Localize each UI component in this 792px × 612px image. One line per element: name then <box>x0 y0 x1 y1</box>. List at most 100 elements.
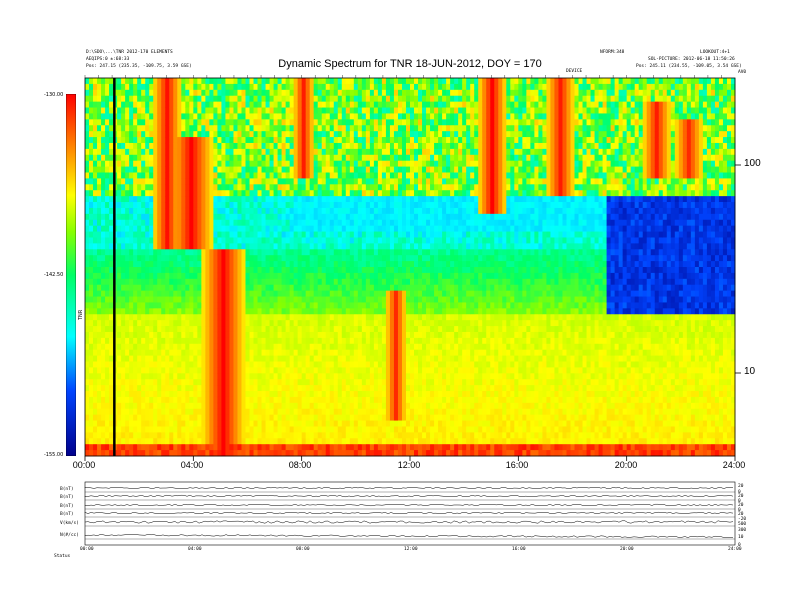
spectrogram-cell <box>301 196 307 203</box>
spectrogram-cell <box>237 83 242 91</box>
spectrogram-cell <box>125 243 130 250</box>
spectrogram-cell <box>369 349 375 356</box>
spectrogram-cell <box>217 137 222 144</box>
spectrogram-cell <box>181 426 186 433</box>
spectrogram-cell <box>285 154 291 162</box>
spectrogram-cell <box>97 302 102 309</box>
spectrogram-cell <box>377 414 383 421</box>
spectrogram-cell <box>249 131 254 138</box>
spectrogram-cell <box>209 379 214 386</box>
spectrogram-cell <box>193 296 198 303</box>
spectrogram-cell <box>361 296 367 303</box>
spectrogram-cell <box>297 278 303 286</box>
spectrogram-cell <box>153 414 158 421</box>
spectrogram-cell <box>389 225 395 232</box>
spectrogram-cell <box>329 237 335 244</box>
spectrogram-cell <box>165 89 170 97</box>
spectrogram-cell <box>125 119 130 126</box>
spectrogram-cell <box>345 78 351 85</box>
spectrogram-cell <box>353 78 359 85</box>
spectrogram-cell <box>217 113 222 120</box>
spectrogram-cell <box>101 137 106 144</box>
spectrogram-cell <box>361 213 367 221</box>
spectrogram-cell <box>241 402 246 410</box>
spectrogram-cell <box>229 290 234 297</box>
spectrogram-cell <box>225 243 230 250</box>
spectrogram-cell <box>213 125 218 132</box>
spectrogram-cell <box>181 402 186 410</box>
spectrogram-cell <box>261 166 266 173</box>
spectrogram-cell <box>313 196 319 203</box>
spectrogram-cell <box>205 131 210 138</box>
spectrogram-cell <box>97 225 102 232</box>
spectrogram-cell <box>129 178 134 185</box>
spectrogram-cell <box>217 296 222 303</box>
spectrogram-cell <box>125 83 130 91</box>
spectrogram-cell <box>225 272 230 280</box>
spectrogram-cell <box>321 373 327 380</box>
spectrogram-cell <box>381 396 387 404</box>
spectrogram-cell <box>105 373 110 380</box>
spectrogram-cell <box>233 207 238 215</box>
spectrogram-cell <box>309 83 315 91</box>
spectrogram-cell <box>201 261 206 268</box>
spectrogram-cell <box>257 237 262 244</box>
spectrogram-cell <box>221 349 226 356</box>
spectrogram-cell <box>289 272 295 280</box>
spectrogram-cell <box>245 113 250 120</box>
spectrogram-cell <box>101 320 106 327</box>
spectrogram-cell <box>373 396 379 404</box>
spectrogram-cell <box>153 207 158 215</box>
spectrogram-cell <box>153 190 158 197</box>
spectrogram-cell <box>349 296 355 303</box>
spectrogram-cell <box>173 302 178 309</box>
spectrogram-cell <box>265 290 270 297</box>
spectrogram-cell <box>361 438 367 445</box>
spectrogram-cell <box>165 190 170 197</box>
spectrogram-cell <box>293 396 299 404</box>
spectrogram-cell <box>165 119 170 126</box>
spectrogram-cell <box>325 438 331 445</box>
spectrogram-cell <box>221 83 226 91</box>
spectrogram-cell <box>277 255 282 262</box>
spectrogram-cell <box>229 202 234 209</box>
spectrogram-cell <box>221 237 226 244</box>
spectrogram-cell <box>317 125 323 132</box>
spectrogram-cell <box>177 131 182 138</box>
spectrogram-cell <box>149 89 154 97</box>
spectrogram-cell <box>253 290 258 297</box>
spectrogram-cell <box>133 426 138 433</box>
spectrogram-cell <box>205 95 210 103</box>
spectrogram-cell <box>341 243 347 250</box>
spectrogram-cell <box>373 213 379 221</box>
spectrogram-cell <box>285 408 291 416</box>
spectrogram-cell <box>329 243 335 250</box>
spectrogram-cell <box>301 349 307 356</box>
spectrogram-cell <box>389 95 395 103</box>
spectrogram-cell <box>313 432 319 439</box>
spectrogram-cell <box>333 83 339 91</box>
spectrogram-cell <box>125 320 130 327</box>
spectrogram-cell <box>141 231 146 238</box>
spectrogram-cell <box>129 314 134 321</box>
spectrogram-cell <box>293 284 299 292</box>
spectrogram-cell <box>105 154 110 162</box>
spectrogram-cell <box>209 202 214 209</box>
spectrogram-cell <box>237 160 242 167</box>
spectrogram-cell <box>85 373 90 380</box>
spectrogram-cell <box>101 237 106 244</box>
spectrogram-cell <box>137 148 142 156</box>
spectrogram-cell <box>229 137 234 144</box>
spectrogram-cell <box>389 284 395 292</box>
spectrogram-cell <box>233 107 238 114</box>
spectrogram-cell <box>373 261 379 268</box>
spectrogram-cell <box>109 385 114 392</box>
spectrogram-cell <box>97 166 102 173</box>
spectrogram-cell <box>341 308 347 315</box>
spectrogram-cell <box>209 237 214 244</box>
spectrogram-cell <box>349 137 355 144</box>
spectrogram-cell <box>141 261 146 268</box>
spectrogram-cell <box>189 190 194 197</box>
spectrogram-cell <box>317 219 323 227</box>
spectrogram-cell <box>145 154 150 162</box>
